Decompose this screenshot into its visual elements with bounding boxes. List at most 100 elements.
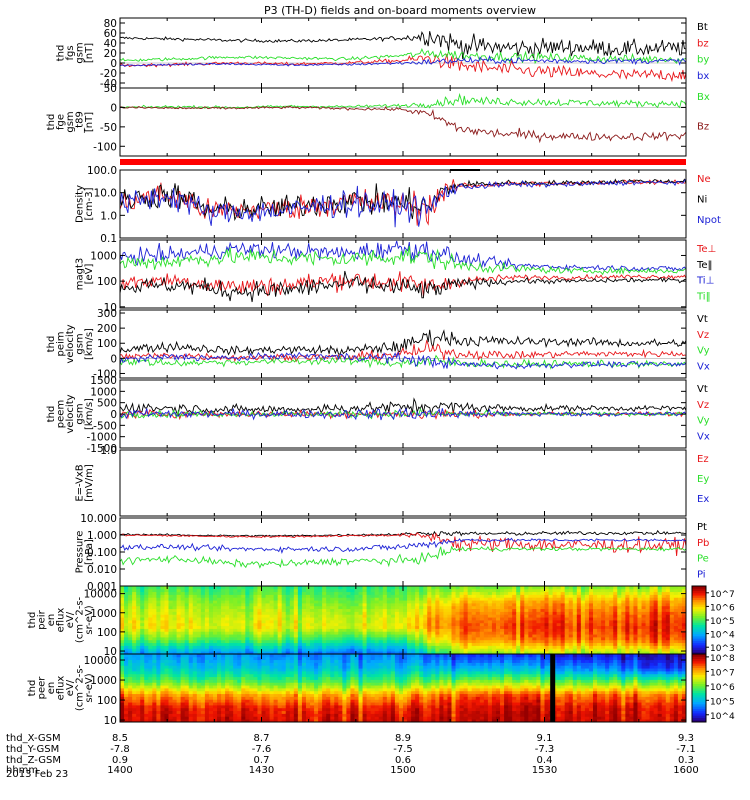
spectrogram-cell [394,600,400,604]
spectrogram-cell [168,662,173,666]
spectrogram-cell [233,625,238,629]
spectrogram-cell [249,705,254,709]
spectrogram-cell [285,648,291,652]
spectrogram-cell [253,671,258,675]
spectrogram-cell [576,594,582,598]
spectrogram-cell [144,651,149,655]
spectrogram-cell [257,690,262,695]
spectrogram-cell [120,699,125,703]
spectrogram-cell [188,693,194,697]
spectrogram-cell [160,591,165,595]
spectrogram-cell [350,605,355,610]
spectrogram-cell [512,620,517,624]
spectrogram-cell [552,600,558,604]
spectrogram-cell [196,693,202,697]
spectrogram-cell [605,605,610,610]
spectrogram-cell [140,719,145,723]
spectrogram-cell [188,631,194,635]
spectrogram-cell [233,702,238,706]
spectrogram-cell [160,603,165,607]
spectrogram-cell [487,603,493,607]
spectrogram-cell [411,611,416,615]
spectrogram-cell [326,588,331,593]
spectrogram-cell [245,642,250,646]
spectrogram-cell [584,605,590,610]
spectrogram-cell [338,594,343,598]
spectrogram-cell [289,696,295,700]
legend-Pb: Pb [697,538,709,549]
spectrogram-cell [398,651,404,655]
spectrogram-cell [273,705,279,709]
spectrogram-cell [128,622,133,627]
spectrogram-cell [342,617,347,621]
spectrogram-cell [257,639,262,644]
spectrogram-cell [415,603,420,607]
spectrogram-cell [544,608,549,612]
spectrogram-cell [164,614,169,618]
spectrogram-cell [132,671,137,675]
spectrogram-cell [212,628,218,632]
spectrogram-cell [637,600,642,604]
spectrogram-cell [338,637,343,641]
spectrogram-cell [617,594,622,598]
spectrogram-cell [459,634,465,638]
spectrogram-cell [370,625,376,629]
spectrogram-cell [322,605,327,610]
spectrogram-cell [204,719,210,723]
spectrogram-cell [487,634,493,638]
spectrogram-cell [204,710,210,714]
spectrogram-cell [156,656,161,661]
spectrogram-cell [249,605,254,610]
spectrogram-cell [681,648,687,652]
spectrogram-cell [378,648,384,652]
spectrogram-cell [455,608,460,612]
spectrogram-cell [314,611,319,615]
spectrogram-cell [528,639,533,644]
spectrogram-cell [196,707,202,712]
spectrogram-cell [641,611,646,615]
spectrogram-cell [192,594,198,598]
y-tick-label: -100 [93,141,117,153]
spectrogram-cell [249,591,254,595]
spectrogram-cell [593,622,598,627]
spectrogram-cell [156,710,161,714]
spectrogram-cell [229,702,234,706]
spectrogram-cell [200,597,206,601]
spectrogram-cell [281,668,287,672]
spectrogram-cell [217,702,222,706]
spectrogram-cell [281,690,287,695]
spectrogram-cell [568,637,574,641]
spectrogram-cell [342,651,347,655]
spectrogram-cell [120,622,125,627]
spectrogram-cell [281,622,287,627]
spectrogram-cell [196,634,202,638]
spectrogram-cell [568,594,574,598]
spectrogram-cell [447,608,452,612]
spectrogram-cell [609,591,614,595]
spectrogram-cell [277,597,283,601]
spectrogram-cell [253,707,258,712]
spectrogram-cell [382,614,388,618]
spectrogram-cell [512,637,517,641]
spectrogram-cell [233,600,238,604]
spectrogram-cell [552,611,558,615]
spectrogram-cell [200,634,206,638]
spectrogram-cell [140,622,145,627]
spectrogram-cell [172,699,177,703]
colorbar-segment [692,629,706,632]
y-axis-label: [eV] [84,264,95,285]
spectrogram-cell [281,693,287,697]
spectrogram-cell [637,637,642,641]
spectrogram-cell [184,688,190,692]
spectrogram-cell [390,642,396,646]
spectrogram-cell [301,673,307,678]
spectrogram-cell [310,642,315,646]
spectrogram-cell [140,651,145,655]
spectrogram-cell [593,591,598,595]
spectrogram-cell [362,586,368,590]
spectrogram-cell [277,603,283,607]
spectrogram-cell [212,710,218,714]
spectrogram-cell [176,591,182,595]
spectrogram-cell [261,676,266,680]
spectrogram-cell [152,603,157,607]
